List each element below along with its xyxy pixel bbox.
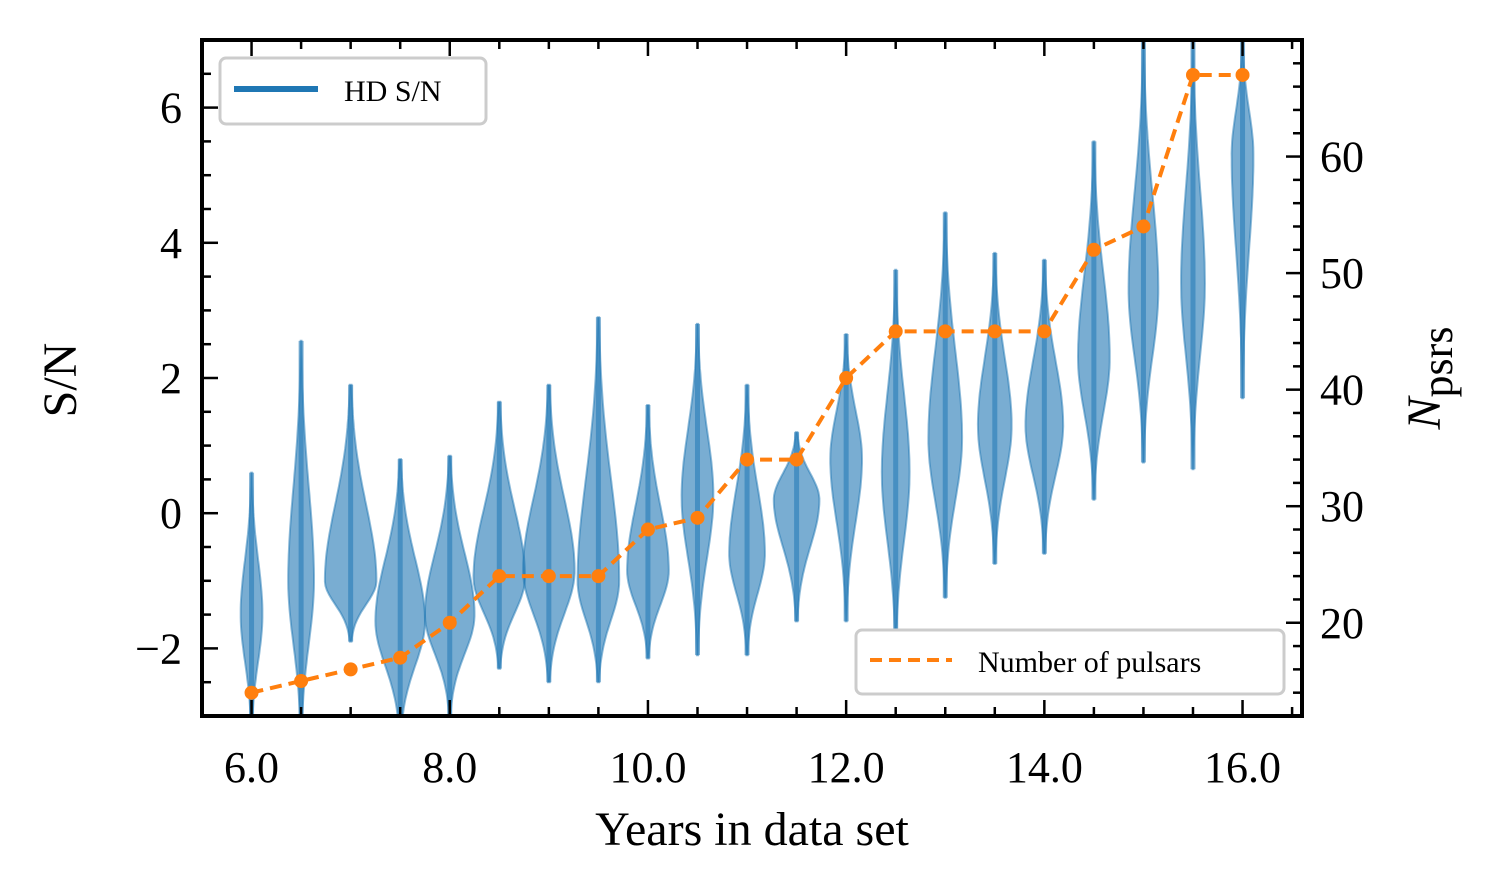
pulsar-count-point xyxy=(492,569,507,584)
legend-pulsars-label: Number of pulsars xyxy=(978,646,1201,679)
x-tick-label: 16.0 xyxy=(1204,743,1281,792)
ticks-layer: 6.0 8.0 10.0 12.0 14.0 16.0 −2 0 2 4 6 20 30 40 50 60 xyxy=(135,38,1364,792)
pulsar-count-point xyxy=(294,674,309,689)
violin-19 xyxy=(1180,40,1206,471)
y-right-tick-label: 50 xyxy=(1320,249,1364,298)
violin-7 xyxy=(576,316,621,684)
pulsar-count-point xyxy=(938,324,953,339)
legend-sn: HD S/N xyxy=(218,56,488,126)
violin-17 xyxy=(1076,140,1111,501)
pulsar-count-point xyxy=(244,685,259,700)
y-left-tick-label: 0 xyxy=(160,489,182,538)
y-axis-right-label-main: N xyxy=(1398,394,1451,430)
svg-text:Npsrs: Npsrs xyxy=(1398,327,1462,431)
pulsar-count-point xyxy=(987,324,1002,339)
y-left-tick-label: −2 xyxy=(135,624,182,673)
plot-frame xyxy=(200,38,1304,718)
x-axis-label: Years in data set xyxy=(595,803,909,856)
y-axis-left-label: S/N xyxy=(34,343,87,418)
violin-10 xyxy=(728,383,766,657)
x-tick-label: 12.0 xyxy=(808,743,885,792)
x-tick-label: 8.0 xyxy=(422,743,477,792)
violin-9 xyxy=(680,322,715,657)
y-left-tick-label: 2 xyxy=(160,354,182,403)
violin-16 xyxy=(1024,258,1065,555)
x-tick-label: 10.0 xyxy=(609,743,686,792)
y-right-tick-label: 40 xyxy=(1320,366,1364,415)
y-axis-right-label: Npsrs xyxy=(1398,327,1462,431)
y-left-tick-label: 6 xyxy=(160,84,182,133)
pulsar-count-point xyxy=(789,452,804,467)
x-tick-label: 14.0 xyxy=(1006,743,1083,792)
pulsar-series-layer xyxy=(244,67,1250,700)
y-left-tick-label: 4 xyxy=(160,219,182,268)
violin-2 xyxy=(323,383,378,643)
y-right-tick-label: 60 xyxy=(1320,133,1364,182)
pulsar-count-point xyxy=(1086,242,1101,257)
legend-pulsars-box xyxy=(854,628,1286,696)
legend-sn-box xyxy=(218,56,488,126)
violin-5 xyxy=(472,400,526,670)
pulsar-count-point xyxy=(1037,324,1052,339)
pulsar-count-point xyxy=(1235,67,1250,82)
pulsar-count-point xyxy=(1136,219,1151,234)
violin-6 xyxy=(522,383,576,684)
pulsar-count-point xyxy=(690,510,705,525)
violin-3 xyxy=(374,458,427,716)
pulsar-count-point xyxy=(1185,67,1200,82)
violin-4 xyxy=(424,454,476,716)
pulsar-count-point xyxy=(343,662,358,677)
legend-sn-label: HD S/N xyxy=(344,75,442,108)
violin-14 xyxy=(927,211,964,599)
y-right-tick-label: 20 xyxy=(1320,599,1364,648)
pulsar-count-point xyxy=(888,324,903,339)
pulsar-count-point xyxy=(393,650,408,665)
pulsar-count-point xyxy=(591,569,606,584)
violin-18 xyxy=(1127,40,1160,464)
violin-15 xyxy=(976,251,1013,565)
violin-20 xyxy=(1230,40,1255,400)
pulsar-count-point xyxy=(640,522,655,537)
x-tick-label: 6.0 xyxy=(224,743,279,792)
pulsar-count-point xyxy=(541,569,556,584)
pulsar-count-point xyxy=(442,615,457,630)
pulsar-count-point xyxy=(740,452,755,467)
y-axis-right-label-sub: psrs xyxy=(1413,327,1462,398)
y-right-tick-label: 30 xyxy=(1320,482,1364,531)
legend-pulsars: Number of pulsars xyxy=(854,628,1286,696)
pulsar-count-point xyxy=(839,371,854,385)
